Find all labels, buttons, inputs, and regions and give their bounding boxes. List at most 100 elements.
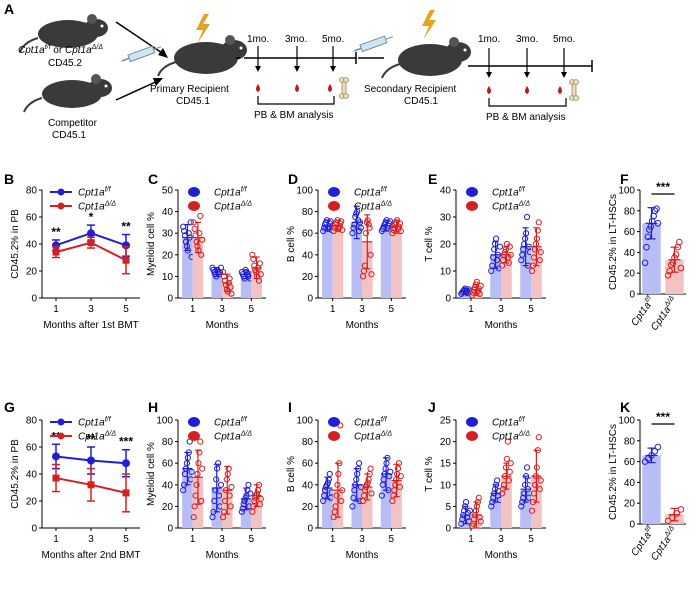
- data-point: [666, 267, 673, 275]
- y-tick-label: 60: [302, 229, 314, 240]
- secondary-label-line1: Secondary Recipient: [364, 84, 456, 95]
- bar: [531, 246, 542, 298]
- bar: [362, 486, 373, 528]
- y-tick-label: 100: [296, 186, 313, 197]
- y-tick-label: 20: [302, 272, 314, 283]
- y-tick-label: 0: [307, 294, 313, 305]
- schematic: Cpt1af/f or Cpt1aΔ/Δ CD45.2 Competitor C…: [18, 10, 593, 141]
- x-tick-label: 1: [190, 304, 196, 315]
- competitor-mouse-icon: [23, 74, 112, 113]
- data-point: [357, 224, 365, 231]
- timepoint-arrows: [257, 46, 334, 68]
- y-tick-label: 40: [162, 480, 174, 491]
- arrow-competitor-to-primary: [115, 79, 161, 101]
- data-point: [227, 503, 234, 510]
- bar: [251, 267, 262, 298]
- data-point: [673, 510, 680, 517]
- legend-marker: [466, 417, 478, 427]
- significance-label: ***: [656, 180, 670, 194]
- data-point: [368, 490, 375, 497]
- legend-marker: [328, 417, 340, 427]
- data-point: [672, 251, 680, 258]
- data-point: [228, 483, 235, 491]
- y-tick-label: 20: [440, 240, 452, 251]
- x-axis-label: Months after 2nd BMT: [42, 550, 141, 561]
- data-point: [349, 503, 356, 510]
- legend-label-base: Cpt1a: [354, 202, 381, 213]
- data-point: [489, 262, 496, 269]
- competitor-label-line1: Competitor: [48, 118, 98, 129]
- y-axis-label: CD45.2% in PB: [10, 439, 21, 509]
- legend-label-sup: Δ/Δ: [240, 201, 253, 208]
- data-point: [191, 503, 198, 510]
- x-tick-label: 5: [528, 304, 534, 315]
- data-point: [122, 489, 130, 497]
- y-tick-label: 10: [162, 272, 174, 283]
- legend-marker: [328, 201, 340, 211]
- x-tick-label-base: Cpt1a: [649, 534, 674, 563]
- significance-label: *: [89, 210, 94, 224]
- y-tick-label: 30: [440, 213, 452, 224]
- y-tick-label: 80: [302, 207, 314, 218]
- chart-panel-h: 0 20 40 60 80 100 Myeloid cell % 1 3 5 Months Cpt1a…: [146, 416, 266, 561]
- legend-marker: [466, 187, 478, 197]
- data-point: [496, 243, 504, 250]
- data-point: [504, 438, 511, 445]
- legend-label-base: Cpt1a: [78, 432, 105, 443]
- legend-marker: [57, 202, 65, 210]
- irradiation-lightning-icon: [422, 10, 436, 40]
- blood-drop-icons: [487, 86, 562, 94]
- panel-label-k: K: [620, 399, 630, 415]
- data-point: [257, 495, 264, 502]
- x-axis-label: Months after 1st BMT: [43, 320, 139, 331]
- x-tick-label-sup: f/f: [644, 524, 654, 534]
- x-axis-label: Months: [206, 320, 239, 331]
- bar: [251, 495, 262, 528]
- bar: [490, 493, 501, 528]
- legend-label-sup: f/f: [105, 187, 112, 194]
- data-point: [395, 460, 403, 467]
- bar: [351, 484, 362, 528]
- data-point: [531, 481, 539, 488]
- data-point: [326, 470, 333, 478]
- data-point: [198, 497, 205, 505]
- timepoint-label: 1mo.: [478, 34, 500, 45]
- data-point: [396, 483, 403, 491]
- legend-label: Cpt1aΔ/Δ: [492, 201, 530, 213]
- data-point: [537, 249, 544, 256]
- data-point: [535, 434, 542, 441]
- data-point: [477, 282, 484, 289]
- timepoint-label: 1mo.: [247, 34, 269, 45]
- legend-label: Cpt1af/f: [354, 187, 388, 199]
- data-point: [249, 251, 256, 258]
- data-point: [503, 455, 510, 462]
- data-point: [122, 256, 130, 264]
- data-point: [646, 226, 653, 233]
- data-point: [193, 481, 200, 488]
- y-tick-label: 30: [162, 229, 174, 240]
- data-point: [355, 460, 363, 467]
- y-tick-label: 20: [26, 267, 38, 278]
- y-tick-label: 40: [162, 207, 174, 218]
- y-tick-label: 40: [26, 470, 38, 481]
- legend-label-sup: Δ/Δ: [380, 431, 393, 438]
- legend-label-base: Cpt1a: [78, 202, 105, 213]
- y-tick-label: 50: [162, 186, 174, 197]
- data-point: [378, 492, 385, 499]
- legend-label-base: Cpt1a: [214, 202, 241, 213]
- y-tick-label: 60: [624, 457, 636, 468]
- panel-label-a: A: [4, 1, 14, 17]
- y-axis-label: CD45.2% in LT-HSCs: [608, 424, 619, 520]
- data-point: [498, 490, 506, 497]
- data-point: [327, 218, 334, 225]
- blood-drop-icons: [256, 84, 332, 92]
- y-tick-label: 40: [26, 240, 38, 251]
- panel-label-h: H: [148, 399, 158, 415]
- significance-label: **: [121, 220, 131, 234]
- analysis-label: PB & BM analysis: [486, 112, 565, 123]
- legend-label-base: Cpt1a: [78, 188, 105, 199]
- legend-label-base: Cpt1a: [354, 188, 381, 199]
- x-tick-label: 5: [389, 534, 395, 545]
